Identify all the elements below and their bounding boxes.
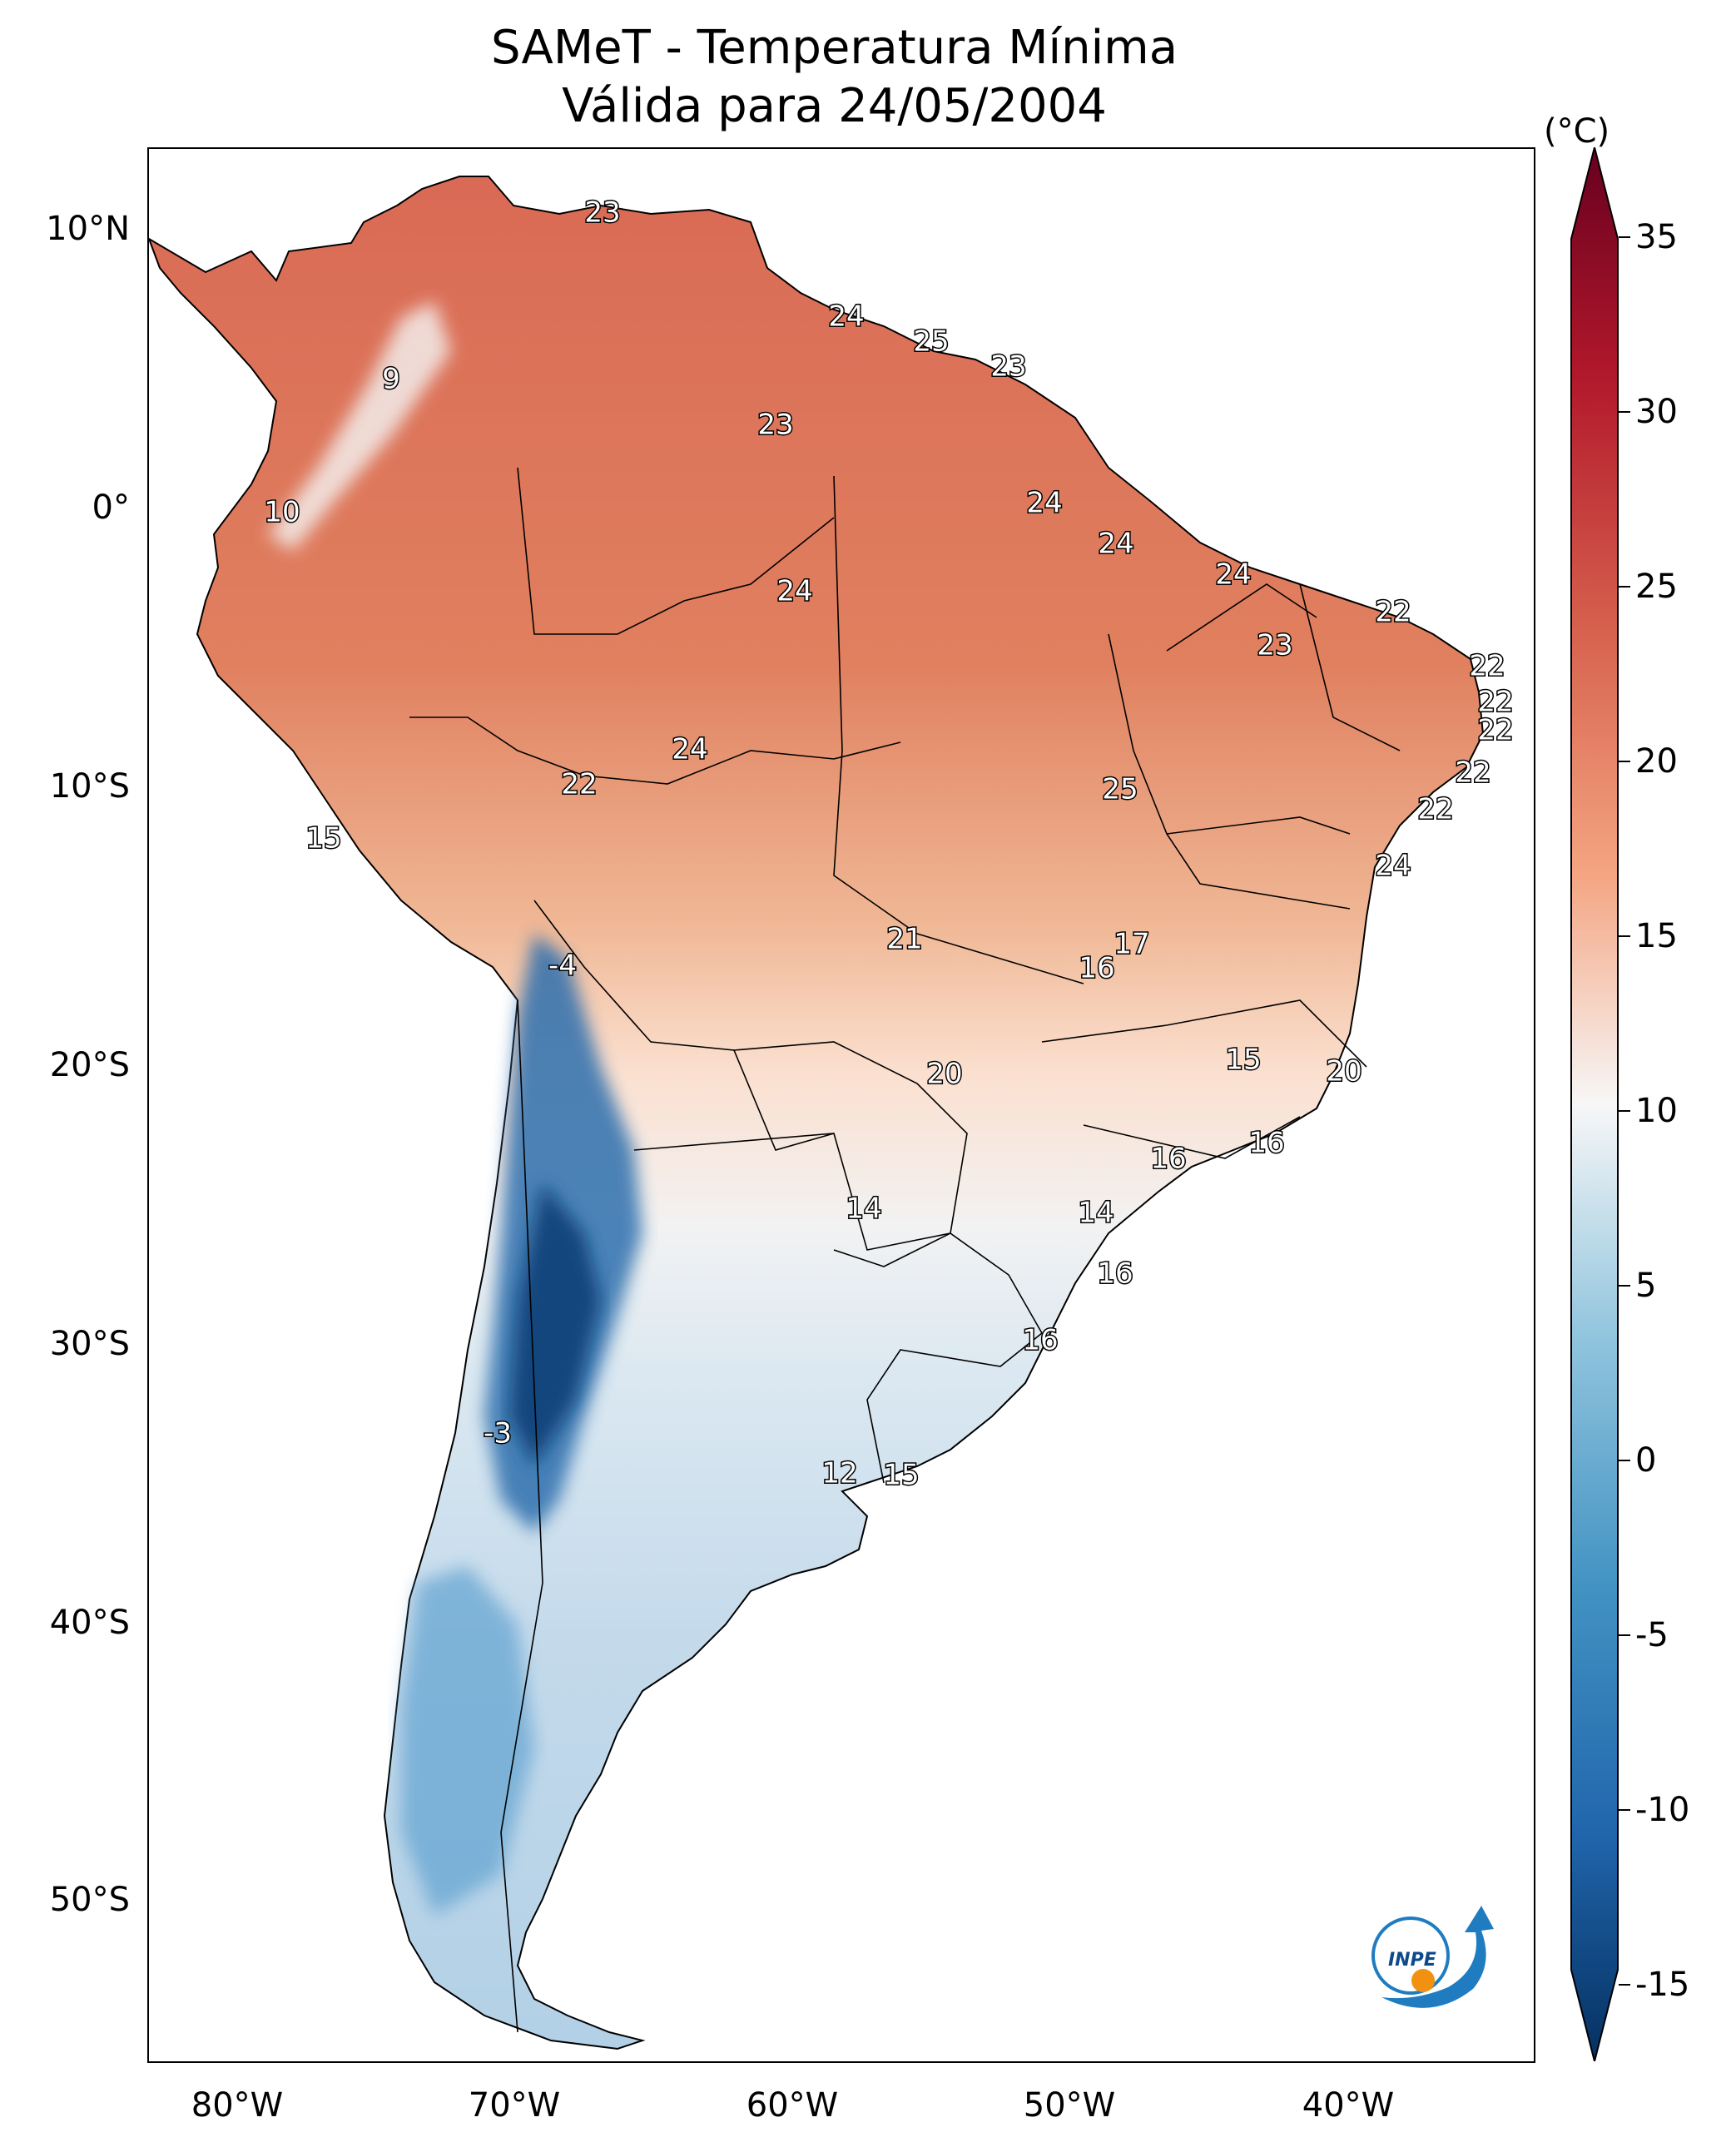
station-label: 20: [926, 1058, 962, 1091]
station-label: 16: [1150, 1143, 1186, 1176]
station-label: 15: [1225, 1044, 1261, 1077]
station-label: -4: [548, 950, 577, 983]
lon-label: 40°W: [1302, 2086, 1395, 2125]
station-label: 12: [821, 1457, 857, 1490]
station-label: 20: [1326, 1055, 1362, 1088]
temperature-map: 23 24 25 23 9 23 10 24 24 24 24 22 23 22…: [149, 176, 1515, 2050]
colorbar-tick: [1619, 1984, 1630, 1986]
station-label: 16: [1022, 1324, 1058, 1357]
lat-label: 0°: [92, 488, 130, 527]
station-label: 22: [1455, 756, 1490, 790]
colorbar-tick: [1619, 1634, 1630, 1636]
station-label: 23: [584, 196, 620, 230]
colorbar-unit: (°C): [1544, 112, 1610, 151]
station-label: -3: [484, 1417, 512, 1450]
lat-label: 40°S: [49, 1604, 130, 1642]
colorbar-label: 0: [1635, 1441, 1657, 1480]
lat-label: 20°S: [49, 1046, 130, 1084]
station-label: 24: [1098, 528, 1133, 561]
station-label: 16: [1079, 952, 1114, 985]
station-label: 9: [382, 363, 400, 396]
station-label: 25: [1102, 773, 1138, 806]
colorbar: [1570, 147, 1619, 2061]
station-label: 10: [264, 496, 300, 529]
station-label: 16: [1097, 1257, 1133, 1291]
continent-shape: [149, 176, 1485, 2050]
colorbar-tick: [1619, 586, 1630, 588]
lon-label: 60°W: [746, 2086, 839, 2125]
colorbar-label: -10: [1635, 1791, 1690, 1829]
station-label: 24: [776, 575, 812, 608]
station-label: 22: [1375, 596, 1411, 629]
colorbar-tick: [1619, 411, 1630, 413]
station-label: 22: [1477, 686, 1513, 719]
colorbar-label: 25: [1635, 568, 1678, 606]
andes-core: [509, 1183, 601, 1466]
logo-text: INPE: [1388, 1950, 1436, 1971]
colorbar-label: 30: [1635, 393, 1678, 431]
lon-label: 80°W: [191, 2086, 284, 2125]
station-label: 21: [886, 923, 922, 956]
station-label: 22: [561, 768, 597, 801]
station-label: 22: [1417, 793, 1453, 826]
logo-swoosh: [1381, 1906, 1494, 2008]
lon-label: 50°W: [1023, 2086, 1116, 2125]
colorbar-tick: [1619, 761, 1630, 762]
colorbar-tick: [1619, 1809, 1630, 1811]
station-label: 22: [1469, 650, 1505, 683]
colorbar-tick: [1619, 236, 1630, 238]
lat-label: 50°S: [49, 1881, 130, 1919]
station-label: 16: [1248, 1127, 1284, 1160]
country-borders: [409, 467, 1401, 2033]
colorbar-label: 5: [1635, 1267, 1657, 1305]
colorbar-label: 35: [1635, 218, 1678, 256]
station-label: 24: [672, 733, 707, 766]
colorbar-label: -15: [1635, 1966, 1690, 2004]
logo-orange-dot: [1411, 1969, 1435, 1992]
inpe-logo: INPE: [1371, 1906, 1494, 2008]
station-label: 23: [1257, 629, 1292, 662]
map-area: 23 24 25 23 9 23 10 24 24 24 24 22 23 22…: [147, 147, 1535, 2063]
lat-label: 30°S: [49, 1325, 130, 1363]
station-label: 24: [1026, 487, 1062, 520]
colorbar-label: 10: [1635, 1092, 1678, 1130]
station-label: 24: [1215, 558, 1251, 592]
colorbar-tick: [1619, 1285, 1630, 1287]
logo-ring: [1371, 1916, 1450, 1995]
lat-label: 10°N: [46, 210, 130, 248]
station-label: 14: [846, 1193, 881, 1226]
patagonia-cool-region: [401, 1566, 534, 1916]
chart-subtitle: Válida para 24/05/2004: [562, 79, 1107, 133]
lon-label: 70°W: [468, 2086, 561, 2125]
station-label: 22: [1477, 714, 1513, 747]
colorbar-label: -5: [1635, 1616, 1669, 1654]
colorbar-tick: [1619, 935, 1630, 937]
station-label: 23: [757, 409, 793, 442]
north-andes-cool: [268, 301, 451, 551]
colorbar-tick: [1619, 1460, 1630, 1461]
station-value-labels: 23 24 25 23 9 23 10 24 24 24 24 22 23 22…: [263, 195, 1515, 1493]
lat-label: 10°S: [49, 767, 130, 806]
colorbar-label: 20: [1635, 742, 1678, 781]
station-label: 17: [1114, 928, 1149, 961]
station-label: 14: [1078, 1197, 1114, 1230]
station-label: 25: [913, 325, 949, 359]
station-label: 24: [828, 300, 864, 334]
chart-title: SAMeT - Temperatura Mínima: [490, 21, 1178, 75]
colorbar-ramp: [1570, 147, 1619, 2061]
station-label: 23: [990, 350, 1026, 384]
station-label: 15: [883, 1459, 919, 1492]
station-label: 24: [1375, 850, 1411, 883]
station-label: 15: [305, 822, 341, 855]
colorbar-label: 15: [1635, 917, 1678, 955]
colorbar-tick: [1619, 1110, 1630, 1112]
